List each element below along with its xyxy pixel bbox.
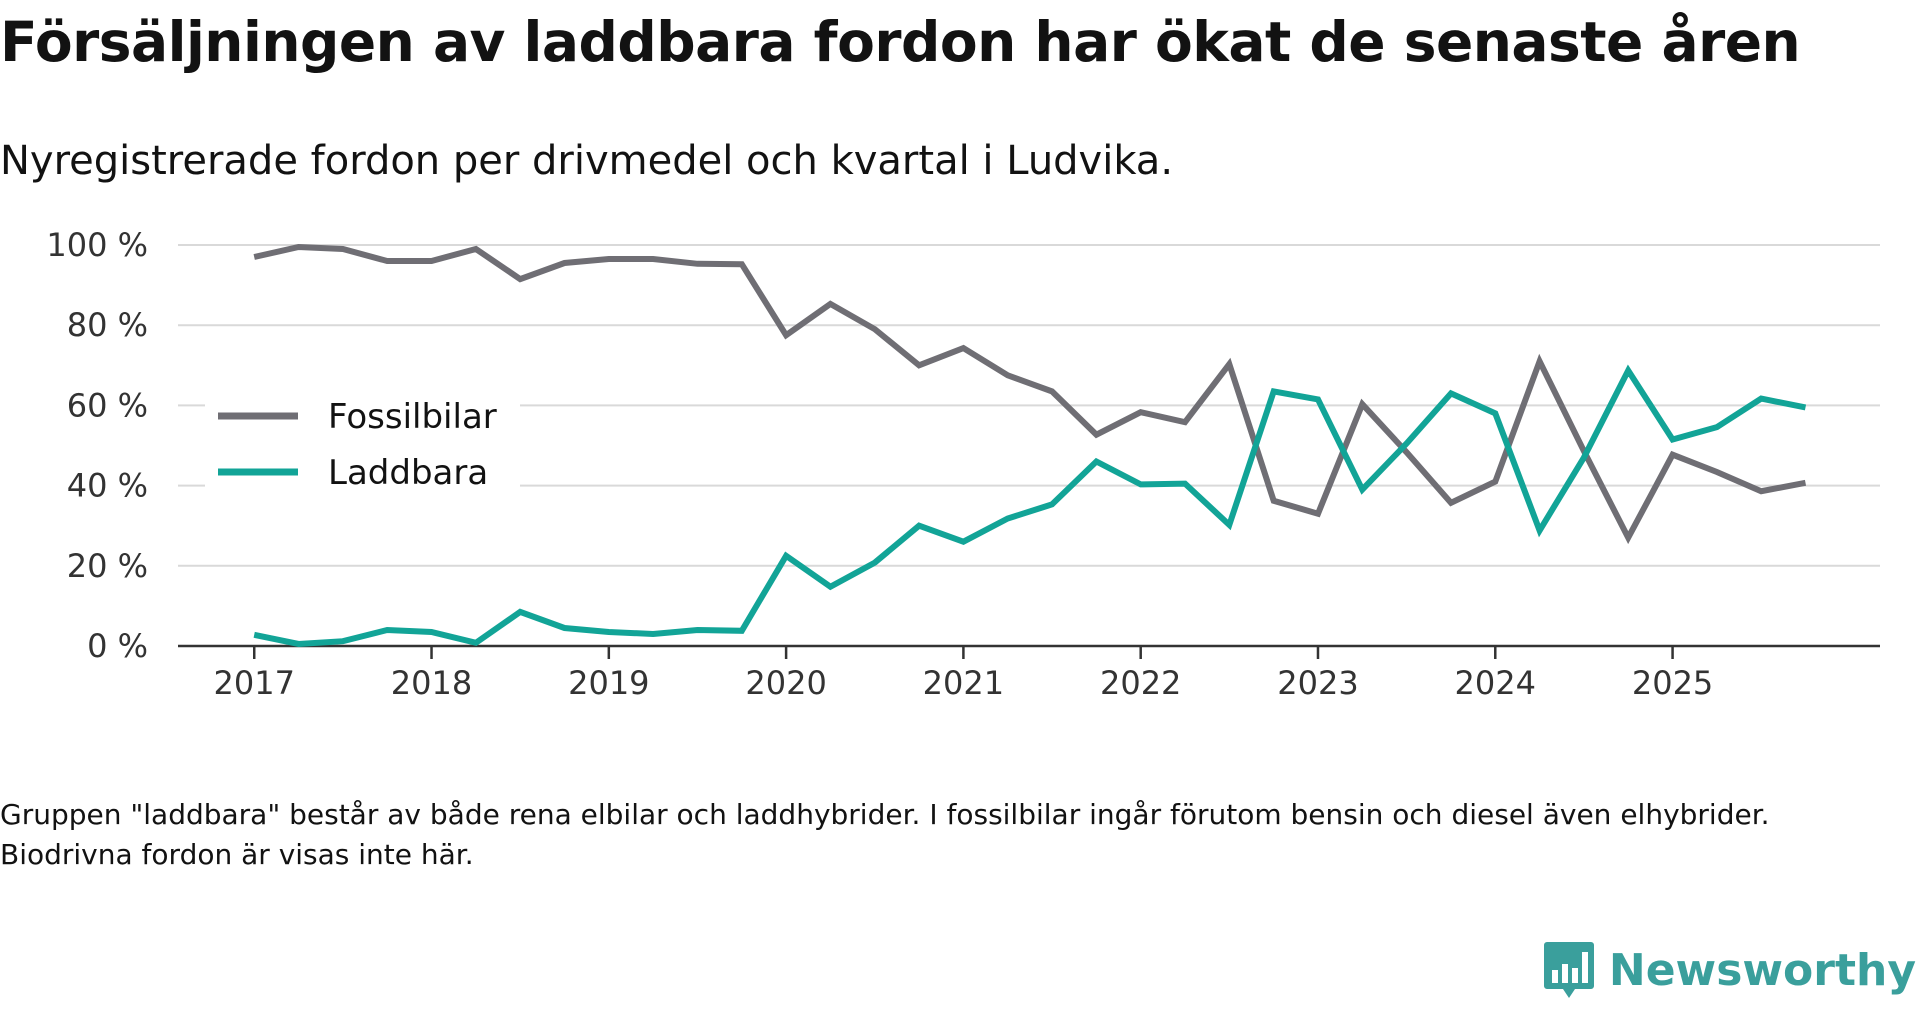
series-line-laddbara — [253, 364, 1807, 648]
y-tick-label: 20 % — [67, 547, 148, 585]
x-tick-label: 2021 — [923, 664, 1004, 702]
x-tick-label: 2018 — [391, 664, 472, 702]
x-tick-label: 2017 — [214, 664, 295, 702]
y-tick-label: 80 % — [67, 306, 148, 344]
y-tick-label: 100 % — [46, 226, 148, 264]
chart-title: Försäljningen av laddbara fordon har öka… — [0, 10, 1801, 74]
footnote: Gruppen "laddbara" består av både rena e… — [0, 798, 1770, 871]
y-tick-label: 60 % — [67, 386, 148, 424]
x-tick-label: 2023 — [1277, 664, 1358, 702]
line-chart: 0 % 20 % 40 % 60 % 80 % 100 % 2017 2018 2019 2020… — [46, 226, 1880, 702]
x-tick-label: 2019 — [568, 664, 649, 702]
newsworthy-logo-icon — [1543, 942, 1594, 998]
legend-label-fossilbilar: Fossilbilar — [328, 397, 497, 437]
x-tick-label: 2024 — [1455, 664, 1536, 702]
y-tick-label: 40 % — [67, 467, 148, 505]
brand-name: Newsworthy — [1608, 944, 1916, 996]
brand-logo: Newsworthy — [1543, 930, 1916, 1010]
y-tick-label: 0 % — [87, 627, 148, 665]
legend-label-laddbara: Laddbara — [328, 453, 488, 493]
legend-box — [205, 386, 520, 498]
chart-subtitle: Nyregistrerade fordon per drivmedel och … — [0, 138, 1174, 184]
x-tick-label: 2022 — [1100, 664, 1181, 702]
series-line-fossilbilar — [253, 243, 1807, 545]
x-tick-label: 2025 — [1632, 664, 1713, 702]
x-tick-label: 2020 — [745, 664, 826, 702]
